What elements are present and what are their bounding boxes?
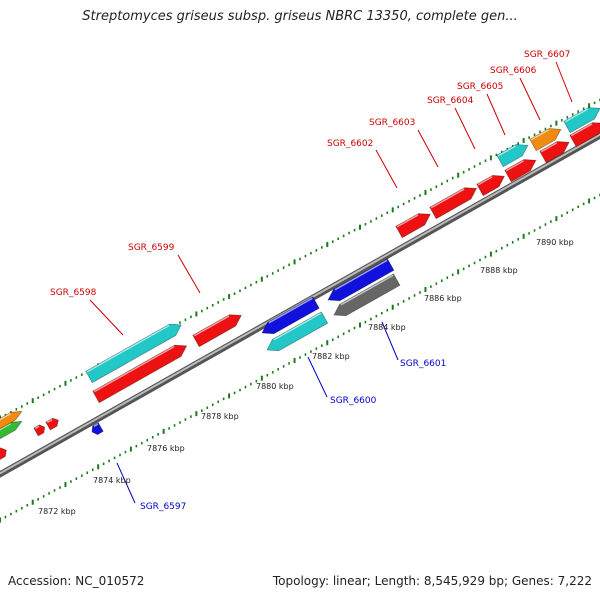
gene-sgr-6598-red[interactable]: [92, 344, 188, 404]
gene-sgr-6602-red[interactable]: [395, 213, 431, 239]
leader-line: [381, 321, 399, 361]
genome-summary-text: Topology: linear; Length: 8,545,929 bp; …: [272, 574, 592, 588]
scale-label: 7876 kbp: [147, 444, 185, 453]
scale-label: 7882 kbp: [312, 352, 350, 361]
gene-cyan-6607[interactable]: [563, 107, 600, 134]
scale-label: 7878 kbp: [201, 412, 239, 421]
gene-sgr-6599-red[interactable]: [192, 314, 242, 348]
leader-line: [89, 299, 124, 336]
gene-red-left-2[interactable]: [33, 424, 46, 437]
leader-line: [116, 462, 136, 504]
gene-orange-left[interactable]: [0, 410, 23, 431]
gene-blue-a[interactable]: [261, 296, 320, 335]
scale-label: 7872 kbp: [38, 507, 76, 516]
scale-label: 7886 kbp: [424, 294, 462, 303]
leader-line: [454, 107, 476, 150]
gene-sgr-6597-blue[interactable]: [91, 422, 104, 436]
leader-line: [375, 149, 398, 189]
gene-label-sgr-6607[interactable]: SGR_6607: [524, 50, 570, 60]
gene-label-sgr-6600[interactable]: SGR_6600: [330, 396, 377, 406]
gene-label-sgr-6598[interactable]: SGR_6598: [50, 288, 97, 298]
gene-label-sgr-6597[interactable]: SGR_6597: [140, 502, 186, 512]
gene-label-sgr-6599[interactable]: SGR_6599: [128, 243, 175, 253]
gene-label-sgr-6604[interactable]: SGR_6604: [427, 96, 474, 106]
gene-cyan-6598[interactable]: [85, 323, 182, 384]
gene-sgr-6605-red[interactable]: [504, 159, 537, 183]
gene-sgr-6607-red[interactable]: [569, 122, 600, 148]
scale-label: 7880 kbp: [256, 382, 294, 391]
gene-sgr-6603-red[interactable]: [429, 187, 478, 220]
scale-label: 7888 kbp: [480, 266, 518, 275]
lower-tick-track: [0, 193, 600, 523]
gene-label-sgr-6601[interactable]: SGR_6601: [400, 359, 446, 369]
genome-title: Streptomyces griseus subsp. griseus NBRC…: [82, 9, 518, 24]
gene-red-left-1[interactable]: [0, 447, 7, 461]
label-leader-lines: [89, 61, 573, 504]
leader-line: [555, 61, 573, 103]
scale-labels: 7872 kbp 7874 kbp 7876 kbp 7878 kbp 7880…: [38, 238, 574, 516]
gene-sgr-6606-red[interactable]: [539, 141, 570, 164]
leader-line: [177, 254, 201, 294]
gene-label-sgr-6602[interactable]: SGR_6602: [327, 139, 373, 149]
scale-label: 7890 kbp: [536, 238, 574, 247]
gene-gray-6601[interactable]: [333, 273, 401, 317]
gene-red-left-3[interactable]: [45, 417, 59, 431]
gene-cyan-6605[interactable]: [496, 144, 529, 168]
gene-cyan-6600[interactable]: [266, 311, 329, 352]
gene-sgr-6604-red[interactable]: [476, 174, 506, 197]
gene-sgr-6601-blue[interactable]: [327, 258, 395, 302]
leader-line: [519, 77, 541, 121]
leader-line: [486, 93, 506, 136]
gene-label-sgr-6606[interactable]: SGR_6606: [490, 66, 537, 76]
scale-label: 7874 kbp: [93, 476, 131, 485]
leader-line: [307, 356, 328, 398]
leader-line: [417, 129, 439, 168]
gene-label-sgr-6605[interactable]: SGR_6605: [457, 82, 503, 92]
gene-features: [0, 107, 600, 461]
gene-label-sgr-6603[interactable]: SGR_6603: [369, 118, 415, 128]
gene-orange-6606[interactable]: [529, 128, 562, 152]
gene-labels: SGR_6598 SGR_6599 SGR_6602 SGR_6603 SGR_…: [50, 50, 570, 512]
accession-text: Accession: NC_010572: [8, 574, 145, 588]
scale-label: 7884 kbp: [368, 323, 406, 332]
